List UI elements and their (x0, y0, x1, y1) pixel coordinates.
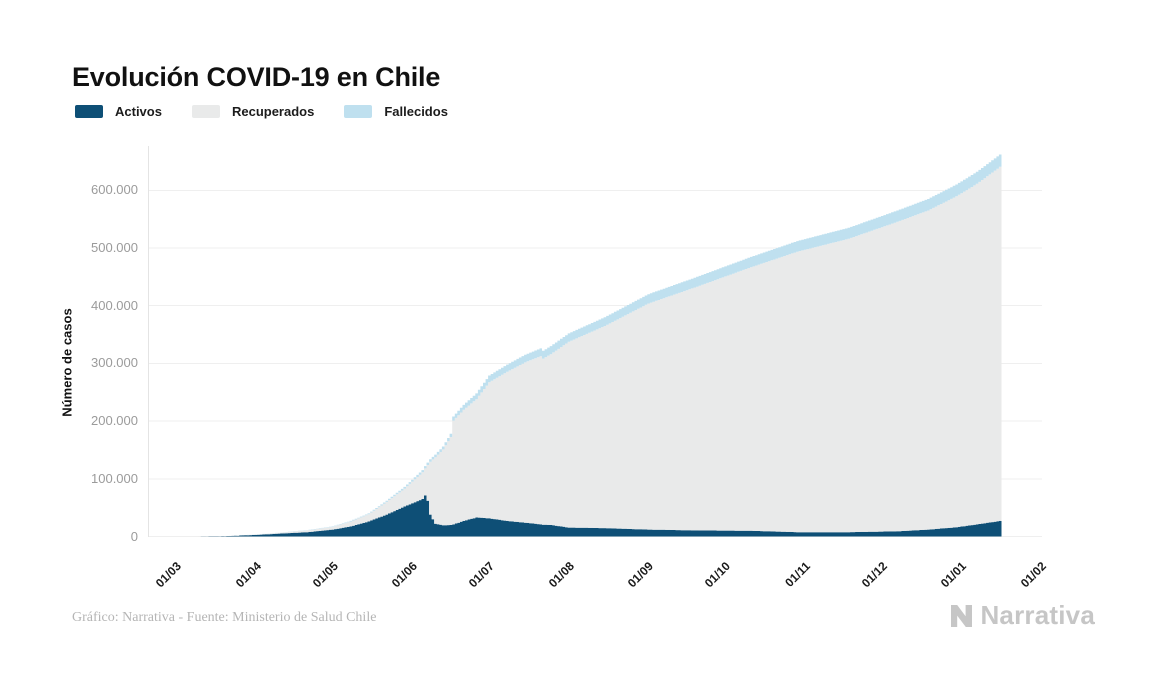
legend-item-fallecidos: Fallecidos (344, 104, 448, 119)
area-fallecidos (175, 154, 1002, 537)
legend-label-activos: Activos (115, 104, 162, 119)
y-tick-label: 400.000 (91, 297, 138, 313)
area-recuperados (175, 166, 1002, 537)
source-caption: Gráfico: Narrativa - Fuente: Ministerio … (72, 610, 377, 625)
y-tick-label: 300.000 (91, 355, 138, 371)
y-tick-label: 200.000 (91, 413, 138, 429)
brand-logo: Narrativa (948, 600, 1095, 631)
narrativa-n-icon (951, 605, 973, 627)
legend-item-recuperados: Recuperados (191, 104, 315, 119)
area-activos (175, 495, 1002, 537)
chart-legend: Activos Recuperados Fallecidos (75, 104, 448, 119)
activos-swatch (75, 105, 103, 118)
fallecidos-swatch (344, 105, 373, 118)
y-tick-label: 500.000 (91, 240, 138, 255)
legend-item-activos: Activos (75, 104, 162, 119)
legend-label-fallecidos: Fallecidos (384, 104, 448, 119)
recuperados-swatch (191, 105, 220, 118)
y-tick-label: 600.000 (91, 182, 138, 198)
legend-label-recuperados: Recuperados (231, 104, 315, 119)
y-tick-label: 0 (130, 528, 138, 544)
brand-name: Narrativa (980, 600, 1095, 630)
page-title: Evolución COVID-19 en Chile (72, 62, 441, 93)
y-tick-label: 100.000 (91, 470, 138, 486)
